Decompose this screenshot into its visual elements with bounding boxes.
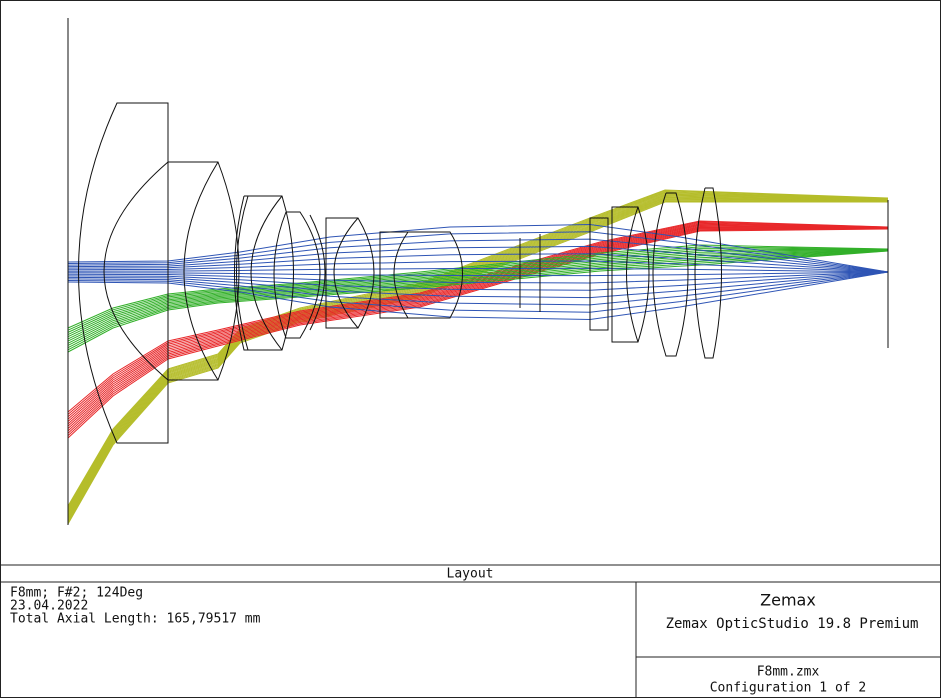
configuration: Configuration 1 of 2 <box>710 681 867 696</box>
ray-yellow <box>68 197 888 517</box>
ray-yellow <box>68 196 888 515</box>
ray-yellow <box>68 195 888 513</box>
lens <box>695 188 722 358</box>
info-line: Total Axial Length: 165,79517 mm <box>10 612 261 627</box>
file-name: F8mm.zmx <box>757 665 820 680</box>
product-name: Zemax OpticStudio 19.8 Premium <box>666 616 919 632</box>
ray-red <box>68 222 888 414</box>
plot-title: Layout <box>447 567 494 582</box>
brand-name: Zemax <box>760 591 816 610</box>
ray-yellow <box>68 196 888 515</box>
lens <box>612 207 649 342</box>
ray-yellow <box>68 200 888 521</box>
lens <box>590 218 608 330</box>
lens-surface <box>627 207 639 342</box>
ray-bundles <box>68 190 888 524</box>
ray-yellow <box>68 191 888 507</box>
zemax-layout-window: Layout F8mm; F#2; 124Deg 23.04.2022 Tota… <box>0 0 941 698</box>
